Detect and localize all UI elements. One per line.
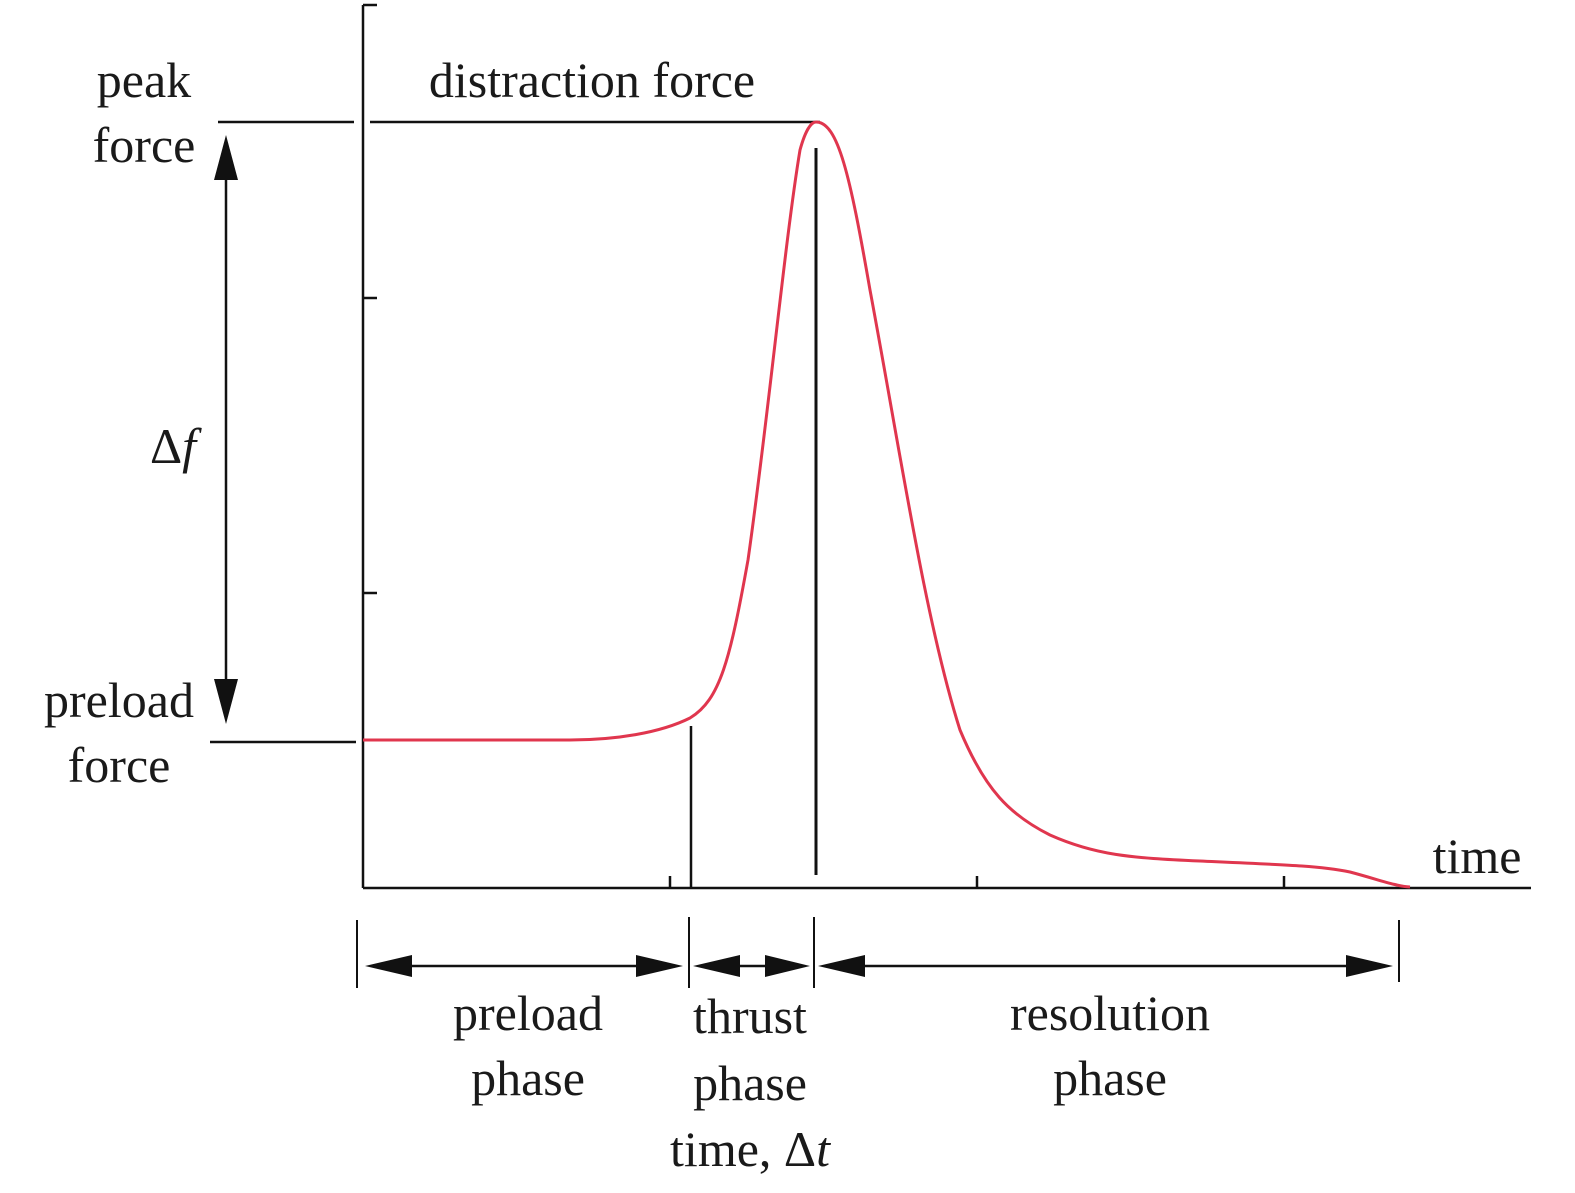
double-arrow-icon xyxy=(365,955,412,977)
double-arrow-icon xyxy=(636,955,683,977)
resolution-phase-label-line1: resolution xyxy=(1010,985,1210,1041)
axes xyxy=(361,3,1531,890)
resolution-phase-label-line2: phase xyxy=(1053,1050,1167,1106)
labels: peak force distraction force Δf preload … xyxy=(44,52,1521,1177)
double-arrow-icon xyxy=(214,679,238,724)
delta-f-symbol: Δ xyxy=(150,418,182,474)
peak-force-label-line2: force xyxy=(93,117,196,173)
delta-f-label: Δf xyxy=(150,418,202,474)
double-arrow-icon xyxy=(693,955,740,977)
thrust-phase-arrow xyxy=(693,955,810,977)
time-axis-label: time xyxy=(1433,828,1522,884)
preload-force-label-line1: preload xyxy=(44,672,194,728)
thrust-time-prefix: time, Δ xyxy=(670,1121,816,1177)
resolution-phase-arrow xyxy=(818,955,1393,977)
double-arrow-icon xyxy=(214,135,238,180)
phase-markers xyxy=(356,917,1400,988)
preload-phase-arrow xyxy=(365,955,683,977)
thrust-phase-label-line2: phase xyxy=(693,1055,807,1111)
delta-f-arrow xyxy=(214,135,238,724)
peak-force-label-line1: peak xyxy=(97,52,191,108)
thrust-time-var: t xyxy=(816,1121,831,1177)
distraction-force-label: distraction force xyxy=(429,52,755,108)
preload-phase-label-line1: preload xyxy=(453,985,603,1041)
thrust-time-label: time, Δt xyxy=(670,1121,831,1177)
thrust-phase-label-line1: thrust xyxy=(693,988,807,1044)
delta-f-var: f xyxy=(182,418,202,474)
preload-phase-label-line2: phase xyxy=(471,1050,585,1106)
double-arrow-icon xyxy=(818,955,865,977)
preload-force-label-line2: force xyxy=(68,737,171,793)
reference-lines xyxy=(210,120,820,888)
force-curve xyxy=(363,120,1411,889)
double-arrow-icon xyxy=(1346,955,1393,977)
double-arrow-icon xyxy=(765,955,810,977)
